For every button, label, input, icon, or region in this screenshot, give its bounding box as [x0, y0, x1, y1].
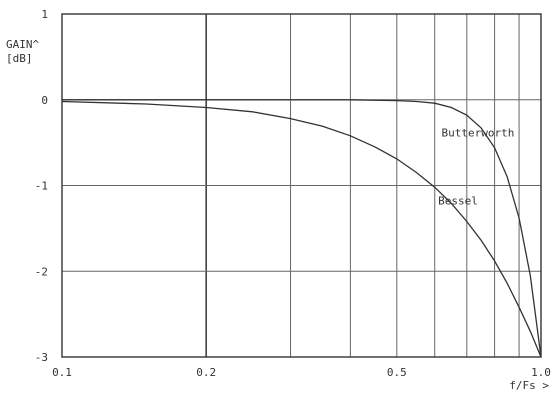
- grid: [62, 14, 541, 357]
- y-tick-label: 1: [41, 8, 48, 21]
- y-axis-label-line: GAIN^: [6, 38, 39, 51]
- x-tick-label: 0.1: [52, 366, 72, 379]
- series-labels: Butterworth Bessel: [438, 127, 514, 208]
- tick-labels: 1 0 -1 -2 -3 0.1 0.2 0.5 1.0: [35, 8, 551, 379]
- y-tick-label: -2: [35, 265, 48, 278]
- series-line-butterworth: [62, 99, 542, 358]
- x-axis-label: f/Fs >: [509, 379, 549, 392]
- x-tick-label: 0.2: [196, 366, 216, 379]
- series-label-bessel: Bessel: [438, 194, 478, 207]
- y-axis-label: GAIN^[dB]: [6, 38, 39, 65]
- y-tick-label: 0: [41, 94, 48, 107]
- curves: [61, 99, 542, 358]
- x-tick-label: 1.0: [531, 366, 551, 379]
- y-tick-label: -3: [35, 351, 48, 364]
- y-tick-label: -1: [35, 180, 48, 193]
- y-axis-label-line: [dB]: [6, 52, 33, 65]
- series-label-butterworth: Butterworth: [442, 127, 515, 140]
- series-line-bessel: [61, 100, 542, 358]
- plot-frame: [61, 13, 542, 358]
- x-tick-label: 0.5: [387, 366, 407, 379]
